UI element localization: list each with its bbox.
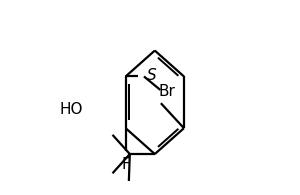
Text: HO: HO: [60, 103, 83, 118]
Text: Br: Br: [159, 84, 176, 99]
Text: S: S: [147, 68, 156, 83]
Text: F: F: [121, 157, 130, 172]
